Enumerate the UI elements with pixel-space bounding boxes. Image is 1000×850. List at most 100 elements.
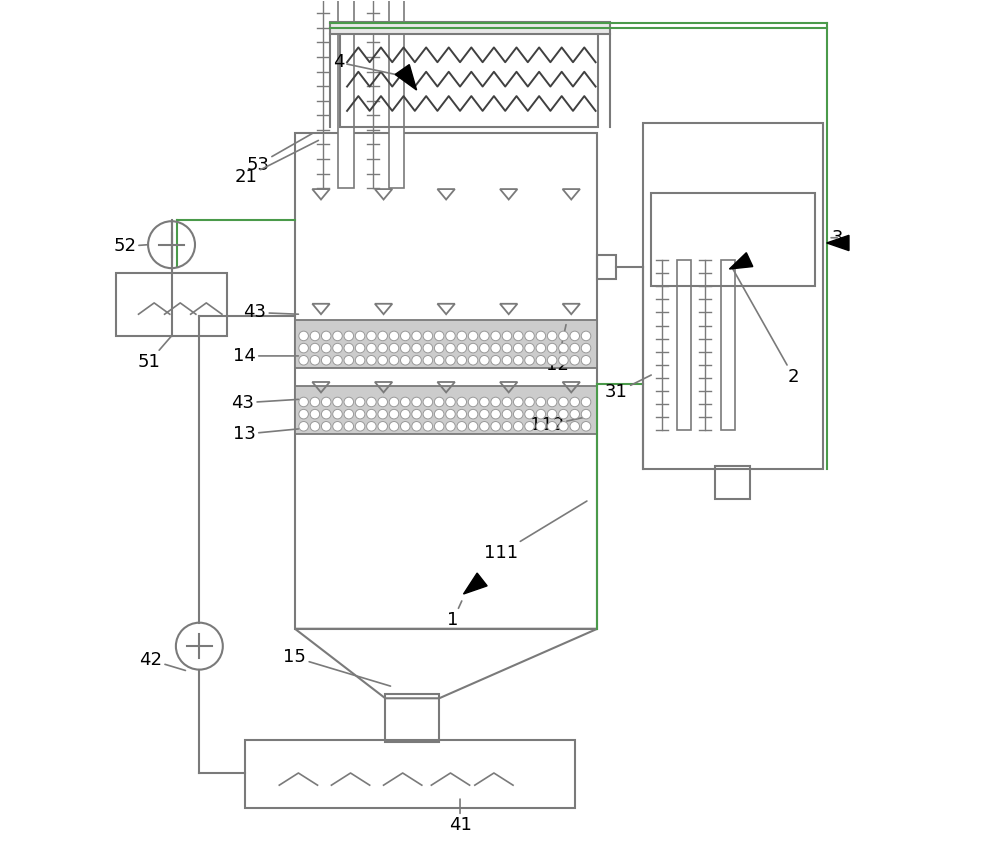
Circle shape (547, 343, 557, 353)
Circle shape (559, 422, 568, 431)
Bar (721, 260, 735, 430)
Circle shape (333, 343, 342, 353)
Circle shape (299, 397, 308, 407)
Circle shape (401, 410, 410, 419)
Circle shape (310, 422, 320, 431)
Circle shape (502, 410, 512, 419)
Circle shape (446, 332, 455, 341)
Circle shape (468, 397, 478, 407)
Circle shape (378, 355, 387, 365)
Circle shape (513, 397, 523, 407)
Circle shape (378, 410, 387, 419)
Circle shape (536, 410, 546, 419)
Circle shape (491, 355, 500, 365)
Circle shape (480, 355, 489, 365)
Circle shape (344, 332, 354, 341)
Circle shape (434, 422, 444, 431)
Circle shape (491, 410, 500, 419)
Circle shape (321, 422, 331, 431)
Circle shape (457, 343, 467, 353)
Circle shape (491, 422, 500, 431)
Circle shape (502, 343, 512, 353)
Bar (715, 467, 750, 499)
Circle shape (344, 422, 354, 431)
Circle shape (513, 355, 523, 365)
Circle shape (389, 397, 399, 407)
Circle shape (310, 397, 320, 407)
Text: 1: 1 (447, 601, 462, 629)
Circle shape (344, 397, 354, 407)
Circle shape (457, 422, 467, 431)
Circle shape (378, 343, 387, 353)
Circle shape (434, 355, 444, 365)
Circle shape (389, 332, 399, 341)
Text: 51: 51 (138, 336, 172, 371)
Circle shape (333, 332, 342, 341)
Circle shape (502, 332, 512, 341)
Circle shape (389, 355, 399, 365)
Circle shape (525, 422, 534, 431)
Circle shape (333, 355, 342, 365)
Circle shape (502, 397, 512, 407)
Text: 31: 31 (605, 375, 651, 401)
Circle shape (299, 410, 308, 419)
Bar (651, 193, 815, 286)
Polygon shape (395, 65, 417, 90)
Circle shape (412, 355, 421, 365)
Circle shape (513, 343, 523, 353)
Circle shape (344, 410, 354, 419)
Circle shape (378, 332, 387, 341)
Text: 53: 53 (246, 133, 312, 173)
Circle shape (502, 355, 512, 365)
Circle shape (525, 397, 534, 407)
Circle shape (321, 332, 331, 341)
Circle shape (570, 422, 580, 431)
Circle shape (559, 397, 568, 407)
Circle shape (547, 355, 557, 365)
Text: 52: 52 (113, 237, 148, 256)
Circle shape (412, 410, 421, 419)
Circle shape (355, 343, 365, 353)
Circle shape (401, 355, 410, 365)
Circle shape (333, 410, 342, 419)
Circle shape (480, 343, 489, 353)
Circle shape (412, 343, 421, 353)
Circle shape (299, 422, 308, 431)
Bar (389, 0, 404, 188)
Circle shape (423, 410, 433, 419)
Circle shape (367, 332, 376, 341)
Bar (295, 387, 597, 434)
Circle shape (559, 355, 568, 365)
Circle shape (423, 355, 433, 365)
Circle shape (525, 410, 534, 419)
Circle shape (389, 422, 399, 431)
Circle shape (401, 397, 410, 407)
Text: 111: 111 (484, 501, 587, 562)
Text: 15: 15 (283, 649, 391, 686)
Circle shape (401, 422, 410, 431)
Circle shape (525, 332, 534, 341)
Text: 12: 12 (546, 325, 569, 374)
Circle shape (355, 422, 365, 431)
Circle shape (536, 422, 546, 431)
Bar (245, 740, 575, 808)
Bar (338, 0, 354, 188)
Circle shape (570, 343, 580, 353)
Text: 43: 43 (231, 394, 298, 412)
Circle shape (513, 422, 523, 431)
Circle shape (570, 410, 580, 419)
Circle shape (355, 410, 365, 419)
Text: 4: 4 (333, 54, 399, 76)
Circle shape (355, 397, 365, 407)
Text: 3: 3 (831, 229, 843, 246)
Circle shape (310, 410, 320, 419)
Circle shape (344, 343, 354, 353)
Circle shape (581, 422, 591, 431)
Circle shape (434, 343, 444, 353)
Circle shape (355, 355, 365, 365)
Circle shape (491, 397, 500, 407)
Circle shape (559, 332, 568, 341)
Circle shape (367, 397, 376, 407)
Circle shape (513, 410, 523, 419)
Circle shape (468, 332, 478, 341)
